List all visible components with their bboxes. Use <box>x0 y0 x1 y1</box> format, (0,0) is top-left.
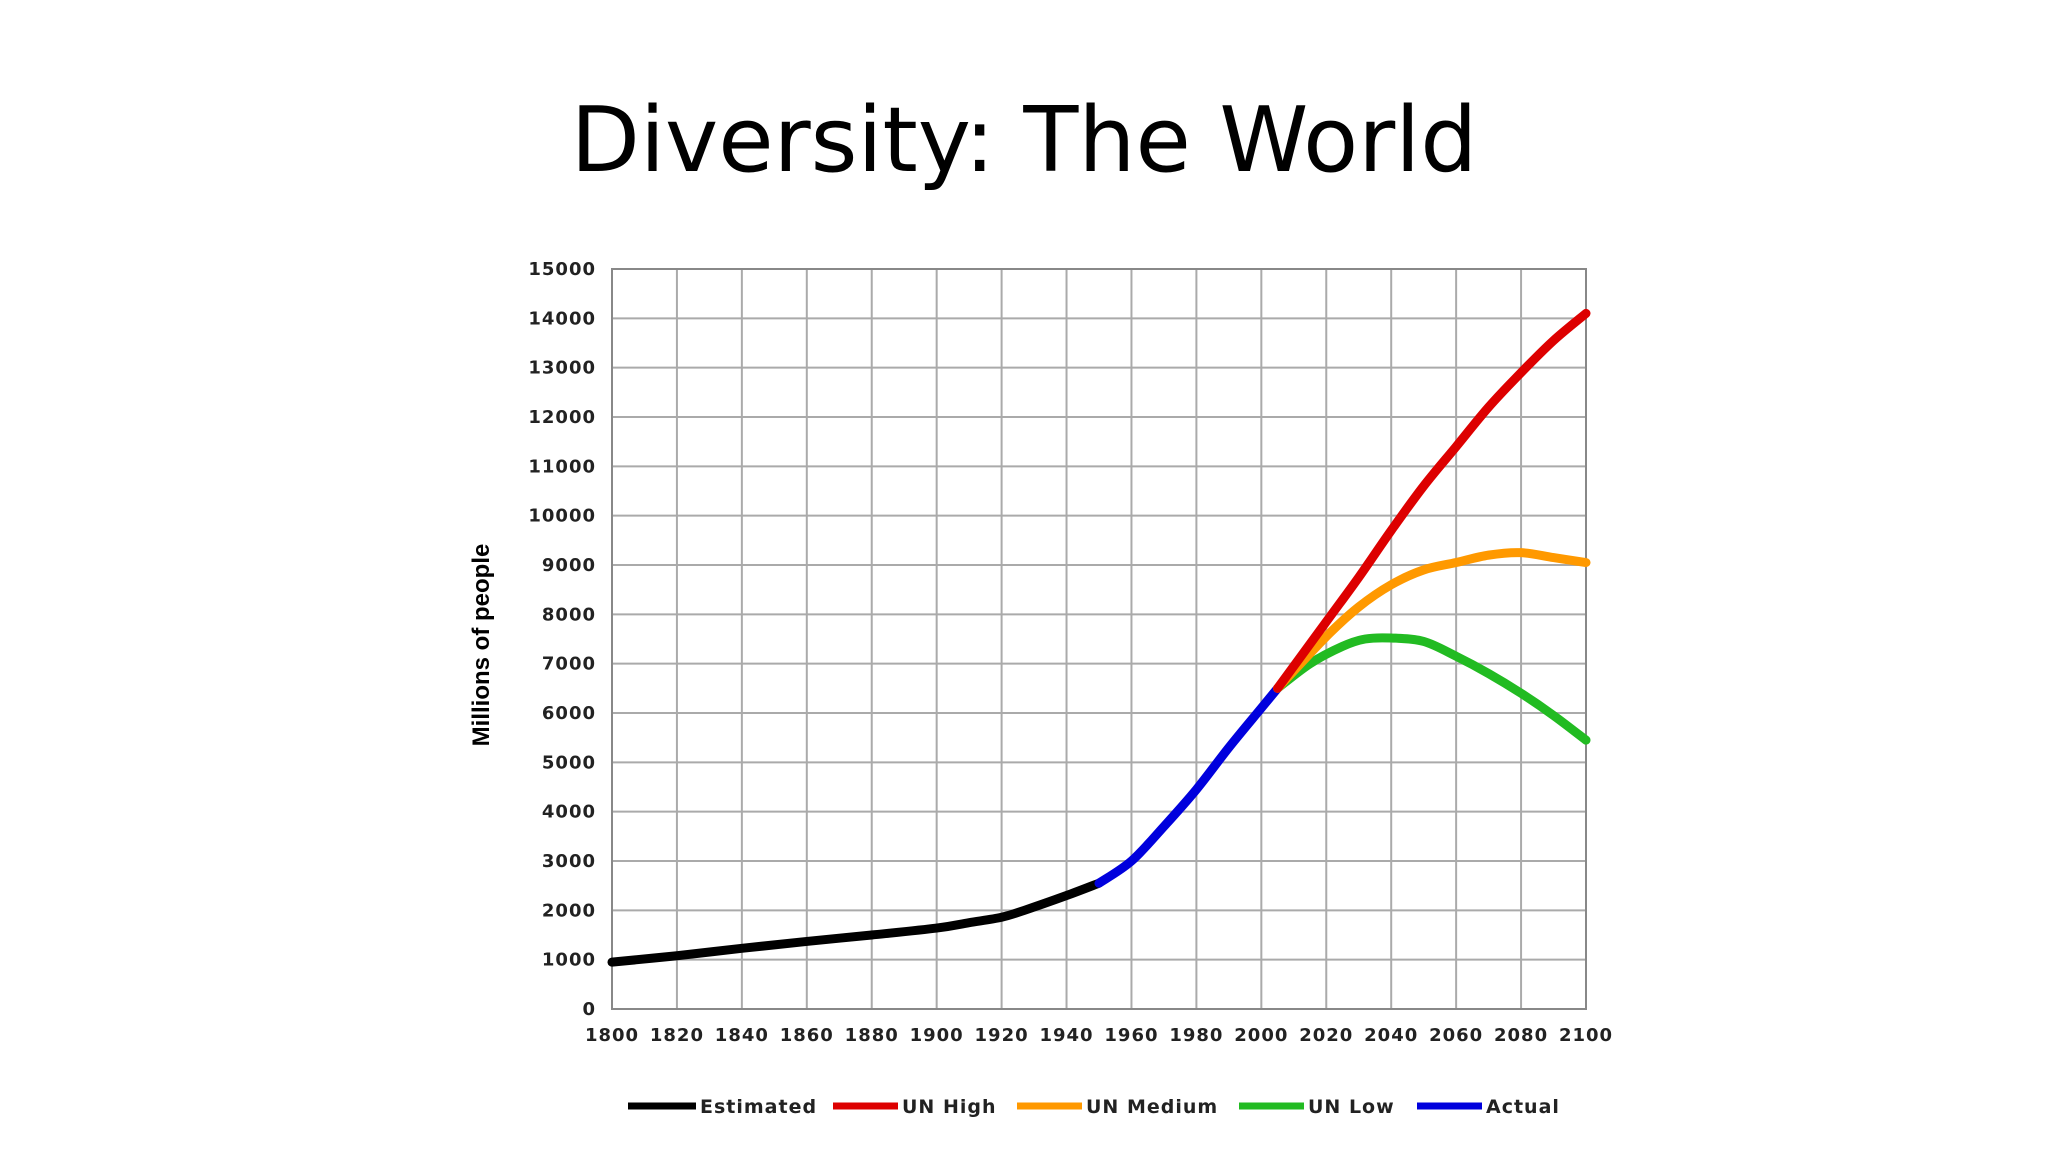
legend: Estimated UN High UN Medium UN Low Actual <box>628 1096 1560 1118</box>
y-tick-label: 14000 <box>528 308 596 329</box>
x-tick-label: 1960 <box>1104 1025 1158 1046</box>
y-tick-label: 4000 <box>542 802 596 823</box>
plot-area <box>612 269 1586 1009</box>
x-tick-label: 1900 <box>910 1025 964 1046</box>
x-tick-label: 1840 <box>715 1025 769 1046</box>
slide-title: Diversity: The World <box>570 88 1478 193</box>
x-tick-label: 2080 <box>1494 1025 1548 1046</box>
y-tick-label: 11000 <box>528 456 596 477</box>
y-tick-label: 3000 <box>542 851 596 872</box>
x-tick-label: 2000 <box>1234 1025 1288 1046</box>
y-tick-label: 13000 <box>528 358 596 379</box>
axes <box>611 268 1587 1010</box>
plot-frame <box>611 268 1587 1010</box>
x-tick-label: 2060 <box>1429 1025 1483 1046</box>
x-tick-label: 2040 <box>1364 1025 1418 1046</box>
y-tick-label: 5000 <box>542 752 596 773</box>
series-line-un-high <box>1273 308 1591 693</box>
y-tick-label: 8000 <box>542 604 596 625</box>
legend-label-estimated: Estimated <box>700 1096 817 1118</box>
x-tick-label: 1940 <box>1039 1025 1093 1046</box>
y-tick-label: 2000 <box>542 900 596 921</box>
legend-label-un-high: UN High <box>902 1096 997 1118</box>
x-tick-label: 1920 <box>975 1025 1029 1046</box>
x-tick-label: 2100 <box>1559 1025 1613 1046</box>
legend-label-un-low: UN Low <box>1308 1096 1395 1118</box>
y-tick-label: 10000 <box>528 506 596 527</box>
y-tick-label: 9000 <box>542 555 596 576</box>
series-lines <box>607 308 1591 967</box>
y-tick-label: 12000 <box>528 407 596 428</box>
series-line-estimated <box>607 878 1104 967</box>
series-line-un-medium <box>1273 548 1591 693</box>
x-tick-label: 1880 <box>845 1025 899 1046</box>
tick-labels: 1800 1820 1840 1860 1880 1900 1920 1940 1960 1980… <box>528 259 1613 1046</box>
x-tick-label: 1980 <box>1169 1025 1223 1046</box>
legend-label-un-medium: UN Medium <box>1086 1096 1218 1118</box>
y-tick-label: 15000 <box>528 259 596 280</box>
y-tick-label: 0 <box>582 999 596 1020</box>
series-line-actual <box>1094 683 1283 888</box>
x-tick-label: 1820 <box>650 1025 704 1046</box>
x-tick-label: 2020 <box>1299 1025 1353 1046</box>
legend-label-actual: Actual <box>1486 1096 1560 1118</box>
grid <box>611 268 1587 1010</box>
y-tick-label: 6000 <box>542 703 596 724</box>
y-tick-label: 7000 <box>542 654 596 675</box>
y-tick-label: 1000 <box>542 950 596 971</box>
x-tick-label: 1860 <box>780 1025 834 1046</box>
y-axis-label: Millions of people <box>468 544 495 747</box>
series-line-un-low <box>1273 633 1591 745</box>
x-tick-label: 1800 <box>585 1025 639 1046</box>
